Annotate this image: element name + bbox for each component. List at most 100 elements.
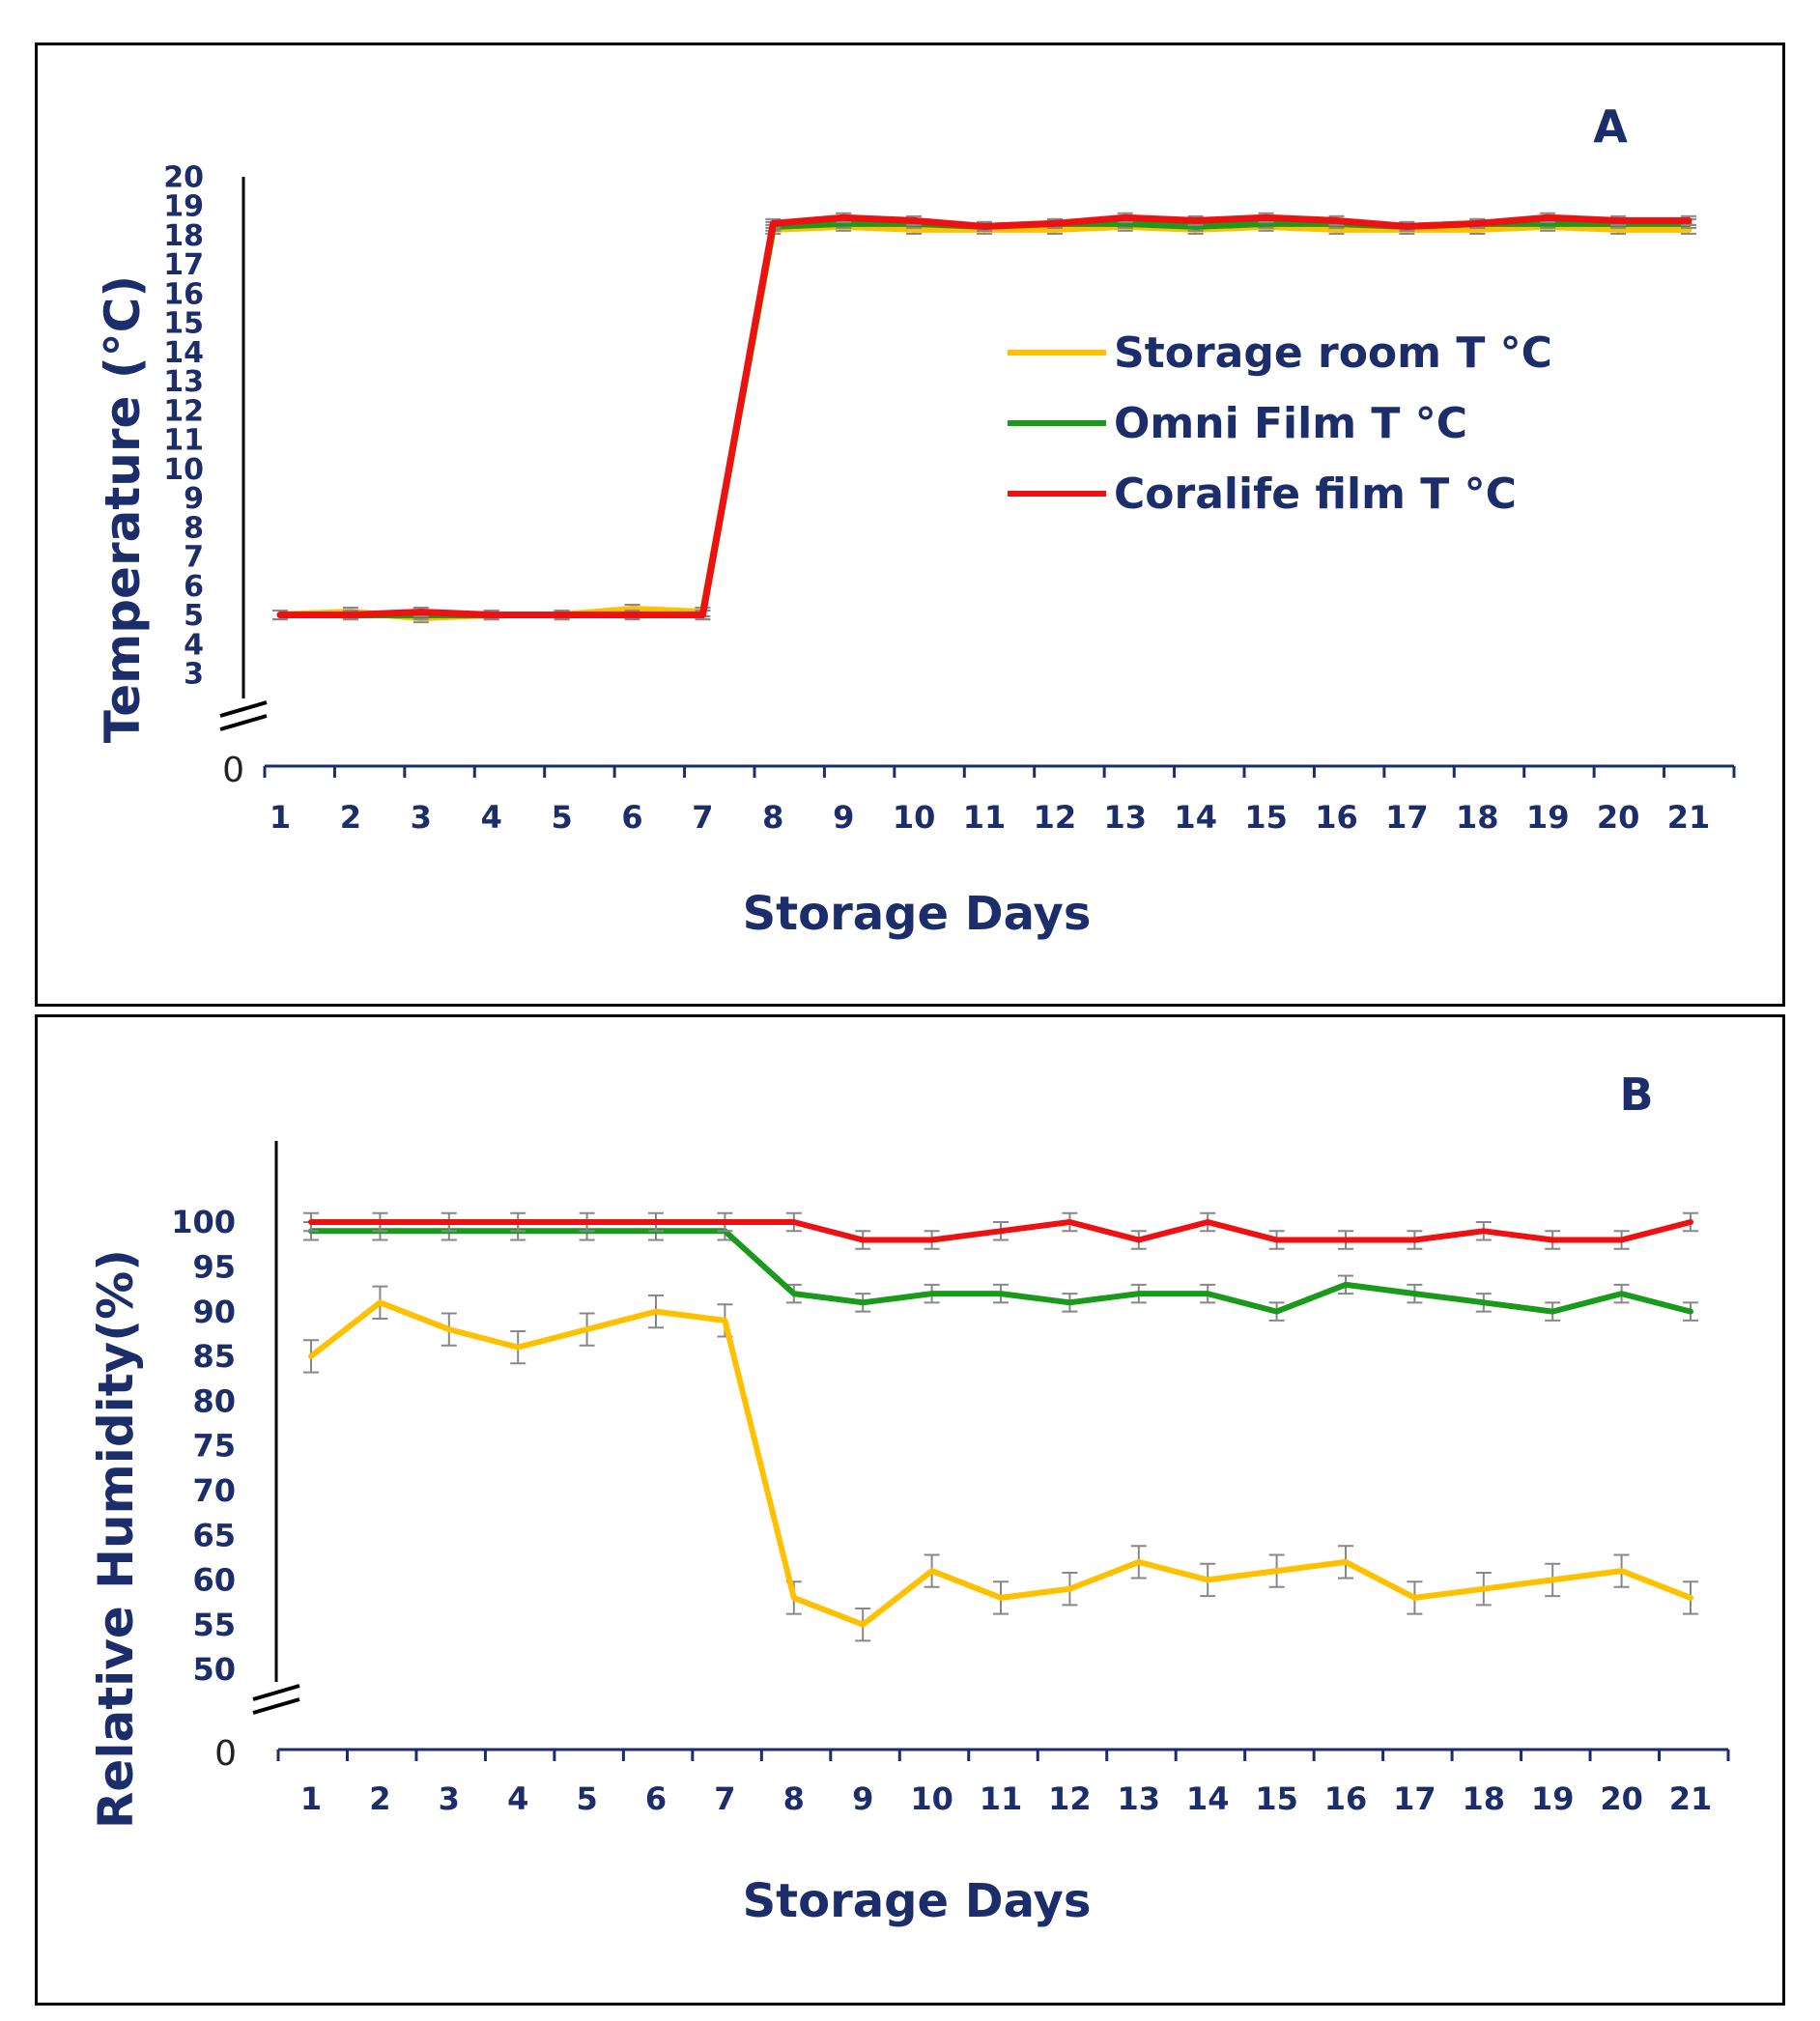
y-tick-label: 13 (163, 365, 204, 399)
x-tick-label: 21 (1669, 1780, 1713, 1817)
y-tick-label: 14 (163, 336, 204, 370)
panel-a: A 0 3 4 5 6 7 8 9 10 11 12 13 14 15 16 17 18 19 20 1 2 3 4 5 6 7 8 9… (35, 43, 1785, 1007)
x-tick-label: 15 (1244, 799, 1288, 836)
y-axis-title: Temperature (°C) (95, 275, 151, 743)
y-tick-label: 75 (192, 1428, 236, 1465)
panel-label: A (1593, 100, 1628, 153)
x-tick-label: 2 (340, 799, 361, 836)
y-tick-label: 20 (163, 161, 204, 195)
y-tick-label: 7 (184, 541, 204, 575)
series-1 (272, 217, 1696, 621)
x-tick-label: 8 (783, 1780, 805, 1817)
series-2 (272, 212, 1696, 621)
x-tick-label: 12 (1034, 799, 1077, 836)
x-tick-label: 13 (1118, 1780, 1161, 1817)
x-tick-label: 3 (411, 799, 432, 836)
y-tick-label: 60 (192, 1562, 236, 1599)
panel-label: B (1619, 1068, 1653, 1121)
x-tick-label: 15 (1255, 1780, 1298, 1817)
y-tick-label: 11 (163, 424, 204, 458)
y-tick-label: 5 (184, 599, 204, 633)
series-line (308, 1219, 1693, 1243)
y-tick-label: 3 (184, 658, 204, 692)
y-tick-label: 65 (192, 1517, 236, 1553)
x-tick-label: 14 (1174, 799, 1217, 836)
x-tick-label: 18 (1463, 1780, 1506, 1817)
x-tick-label: 6 (645, 1780, 667, 1817)
x-tick-label: 18 (1456, 799, 1499, 836)
x-tick-label: 16 (1324, 1780, 1368, 1817)
legend-entry: Omni Film T °C (1114, 399, 1467, 448)
x-tick-label: 9 (852, 1780, 873, 1817)
y-tick-label: 90 (192, 1294, 236, 1330)
x-tick-label: 4 (507, 1780, 528, 1817)
x-tick-label: 1 (270, 799, 291, 836)
series-line (276, 219, 1692, 618)
x-tick-label: 14 (1186, 1780, 1230, 1817)
y-zero-label: 0 (214, 1734, 237, 1774)
x-tick-label: 10 (893, 799, 936, 836)
x-tick-label: 9 (833, 799, 854, 836)
x-tick-label: 17 (1385, 799, 1429, 836)
y-tick-label: 80 (192, 1382, 236, 1419)
series-line (276, 213, 1692, 618)
x-tick-label: 7 (692, 799, 713, 836)
x-tick-label: 16 (1315, 799, 1358, 836)
x-tick-label: 21 (1667, 799, 1711, 836)
x-tick-label: 4 (481, 799, 502, 836)
y-tick-label: 70 (192, 1472, 236, 1509)
y-tick-label: 17 (163, 248, 204, 282)
series-line (308, 1228, 1693, 1315)
series-0 (303, 1285, 1698, 1642)
axis-break-mark (219, 714, 268, 731)
axis-break-mark (252, 1684, 300, 1701)
y-tick-label: 50 (192, 1651, 236, 1688)
x-tick-label: 8 (762, 799, 783, 836)
axis-break-mark (219, 700, 268, 718)
x-tick-label: 5 (551, 799, 572, 836)
x-tick-label: 19 (1526, 799, 1570, 836)
x-tick-label: 12 (1048, 1780, 1092, 1817)
x-tick-label: 7 (714, 1780, 735, 1817)
y-tick-label: 4 (184, 628, 204, 662)
x-tick-label: 17 (1393, 1780, 1436, 1817)
series-line (308, 1299, 1693, 1628)
x-axis-title: Storage Days (743, 1874, 1092, 1928)
x-tick-label: 3 (439, 1780, 460, 1817)
y-tick-label: 10 (163, 453, 204, 487)
series-2 (303, 1211, 1698, 1250)
y-tick-label: 18 (163, 219, 204, 253)
y-tick-label: 95 (192, 1249, 236, 1286)
x-axis-title: Storage Days (743, 887, 1092, 941)
y-tick-label: 85 (192, 1338, 236, 1375)
legend-entry: Coralife film T °C (1114, 470, 1517, 519)
y-tick-label: 6 (184, 570, 204, 604)
x-tick-label: 20 (1597, 799, 1640, 836)
axis-break-mark (252, 1697, 300, 1715)
x-tick-label: 19 (1531, 1780, 1575, 1817)
y-tick-label: 100 (171, 1204, 236, 1240)
x-tick-label: 2 (369, 1780, 390, 1817)
y-tick-label: 15 (163, 307, 204, 341)
x-tick-label: 5 (576, 1780, 597, 1817)
y-tick-label: 9 (184, 482, 204, 516)
series-0 (272, 220, 1696, 624)
x-tick-label: 11 (963, 799, 1007, 836)
x-tick-label: 6 (621, 799, 642, 836)
y-tick-label: 16 (163, 277, 204, 311)
y-tick-label: 19 (163, 190, 204, 224)
x-tick-label: 11 (980, 1780, 1023, 1817)
y-tick-label: 8 (184, 511, 204, 545)
legend-entry: Storage room T °C (1114, 328, 1552, 378)
y-axis-title: Relative Humidity(%) (88, 1249, 144, 1829)
y-tick-label: 12 (163, 394, 204, 428)
x-tick-label: 10 (910, 1780, 953, 1817)
panel-b: B 0 50 55 60 65 70 75 80 85 90 95 100 1 2 3 4 5 6 7 8 9 10 11 12… (35, 1014, 1785, 2006)
x-tick-label: 13 (1104, 799, 1148, 836)
x-tick-label: 20 (1600, 1780, 1643, 1817)
series-line (276, 222, 1692, 622)
x-tick-label: 1 (300, 1780, 322, 1817)
y-tick-label: 55 (192, 1607, 236, 1643)
